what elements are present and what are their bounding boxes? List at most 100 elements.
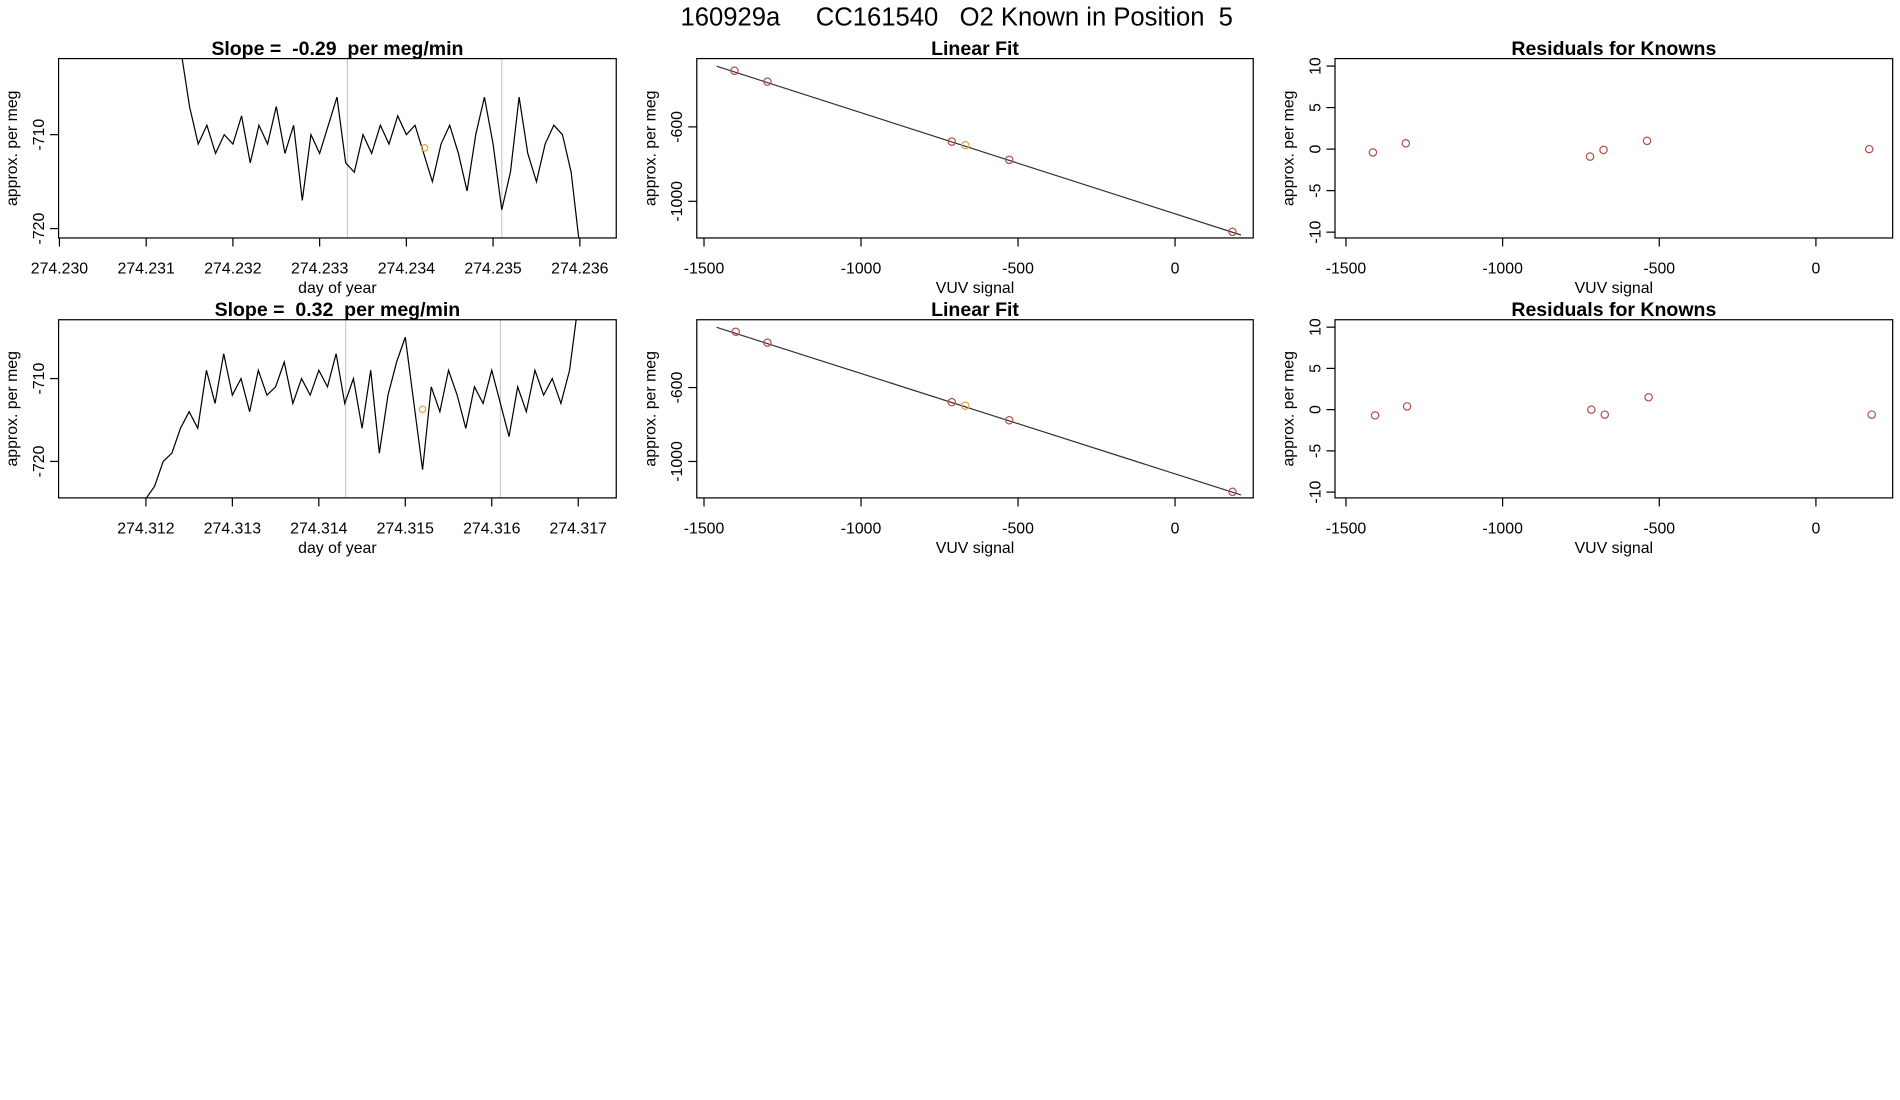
point: [1585, 152, 1595, 161]
data-line: [181, 58, 580, 238]
panel: Linear Fit VUV signal approx. per meg -1500…: [642, 299, 1254, 557]
point: [1004, 155, 1014, 165]
point: [1867, 410, 1876, 419]
point: [961, 401, 970, 410]
x-tick-label: -500: [1643, 520, 1675, 537]
x-tick-label: -1000: [841, 520, 882, 537]
y-tick-label: -5: [1307, 444, 1324, 458]
point: [1228, 487, 1237, 497]
x-tick-label: -1000: [1482, 260, 1523, 277]
x-axis-label: day of year: [298, 280, 377, 297]
plot-area: [716, 326, 1242, 497]
point: [1644, 392, 1653, 402]
x-tick-label: 274.314: [290, 520, 348, 537]
x-tick-label: 0: [1812, 520, 1821, 537]
point: [1401, 139, 1411, 148]
x-tick-label: -1500: [1326, 260, 1367, 277]
fit-line: [716, 65, 1242, 236]
y-tick-label: -710: [31, 119, 48, 151]
y-axis-label: approx. per meg: [642, 351, 659, 466]
y-axis-label: approx. per meg: [1281, 351, 1298, 466]
point: [1368, 148, 1378, 157]
y-tick-label: -600: [669, 372, 686, 404]
plot-frame: [696, 319, 1254, 499]
point: [1228, 227, 1237, 237]
x-axis-label: VUV signal: [936, 280, 1014, 297]
y-tick-label: -10: [1307, 480, 1324, 503]
y-tick-label: -10: [1307, 221, 1324, 244]
point: [947, 397, 957, 407]
y-tick-label: -720: [31, 445, 48, 477]
point: [961, 140, 970, 150]
y-tick-label: 10: [1307, 318, 1324, 336]
point: [1004, 415, 1014, 425]
y-axis-label: approx. per meg: [642, 91, 659, 206]
x-axis-label: day of year: [298, 540, 377, 557]
panel-title: Linear Fit: [931, 38, 1019, 60]
panel-title: Slope = 0.32 per meg/min: [215, 299, 461, 321]
highlight-point: [418, 405, 427, 414]
point: [731, 327, 740, 337]
point: [1600, 410, 1610, 419]
panel: Residuals for Knowns VUV signal approx. pe…: [1281, 38, 1894, 297]
y-tick-label: 5: [1307, 364, 1324, 373]
y-tick-label: 0: [1307, 405, 1324, 414]
plot-area: [145, 319, 577, 498]
point: [763, 77, 772, 86]
plot-frame: [1334, 319, 1894, 499]
panel: Linear Fit VUV signal approx. per meg -1500…: [642, 38, 1254, 297]
panel-title: Residuals for Knowns: [1511, 38, 1716, 60]
y-tick-label: 10: [1307, 57, 1324, 75]
plot-frame: [57, 319, 617, 499]
plot-area: [1370, 392, 1876, 420]
plot-area: [716, 65, 1242, 237]
x-tick-label: 274.231: [118, 260, 176, 277]
x-axis-label: VUV signal: [1575, 280, 1653, 297]
y-tick-label: -600: [669, 111, 686, 143]
y-axis-label: approx. per meg: [1281, 91, 1298, 206]
panel: Residuals for Knowns VUV signal approx. pe…: [1281, 299, 1894, 557]
x-tick-label: 274.315: [377, 520, 435, 537]
x-tick-label: 0: [1812, 260, 1821, 277]
y-tick-label: -1000: [669, 441, 686, 482]
y-tick-label: -1000: [669, 181, 686, 222]
x-tick-label: 274.230: [31, 260, 89, 277]
x-tick-label: 0: [1171, 260, 1180, 277]
x-tick-label: -500: [1643, 260, 1675, 277]
plot-frame: [696, 57, 1254, 239]
point: [763, 338, 772, 347]
y-tick-label: -710: [31, 363, 48, 395]
x-tick-label: 0: [1171, 520, 1180, 537]
highlight-point: [420, 144, 429, 152]
x-tick-label: 274.317: [550, 520, 608, 537]
point: [1587, 405, 1596, 414]
y-tick-label: 5: [1307, 103, 1324, 112]
x-tick-label: -500: [1002, 260, 1034, 277]
panel: Slope = 0.32 per meg/min day of year appro…: [4, 299, 617, 557]
panel: Slope = -0.29 per meg/min day of year appr…: [4, 38, 617, 297]
panel-title: Linear Fit: [931, 299, 1019, 321]
plot-frame: [57, 57, 617, 239]
point: [1402, 402, 1412, 411]
point: [1642, 136, 1652, 146]
point: [1599, 145, 1608, 155]
fit-line: [716, 326, 1242, 496]
x-axis-label: VUV signal: [1575, 540, 1653, 557]
x-tick-label: -500: [1002, 520, 1034, 537]
point: [1864, 144, 1874, 154]
x-tick-label: 274.232: [204, 260, 262, 277]
panel-title: Slope = -0.29 per meg/min: [211, 38, 463, 60]
panel-title: Residuals for Knowns: [1511, 299, 1716, 321]
x-tick-label: -1000: [841, 260, 882, 277]
x-tick-label: -1500: [684, 260, 725, 277]
point: [1370, 411, 1380, 420]
x-tick-label: 274.233: [291, 260, 349, 277]
x-tick-label: 274.234: [378, 260, 436, 277]
point: [947, 137, 957, 146]
x-axis-label: VUV signal: [936, 540, 1014, 557]
x-tick-label: -1000: [1482, 520, 1523, 537]
y-axis-label: approx. per meg: [4, 351, 21, 466]
y-tick-label: 0: [1307, 145, 1324, 154]
